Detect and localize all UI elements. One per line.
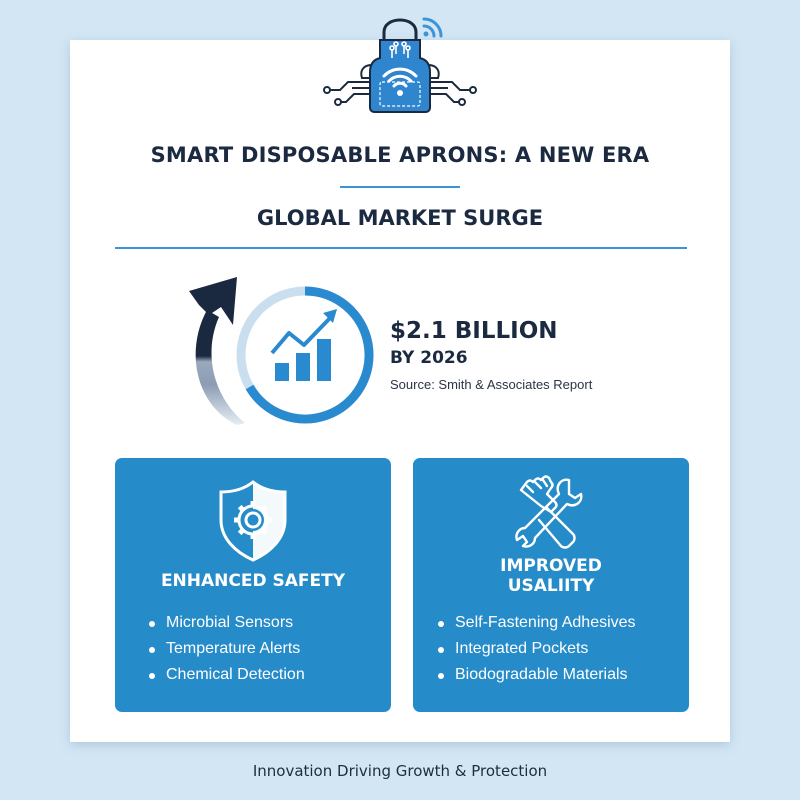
section-divider — [115, 247, 687, 249]
smart-apron-wifi-icon — [323, 17, 477, 113]
title-divider — [340, 186, 460, 188]
arrow-head-icon — [189, 277, 237, 325]
list-item: Chemical Detection — [148, 662, 305, 688]
hand-wrench-icon — [515, 475, 583, 549]
market-value: $2.1 BILLION — [390, 318, 558, 344]
list-item: Microbial Sensors — [148, 610, 305, 636]
page-title: SMART DISPOSABLE APRONS: A NEW ERA — [150, 143, 650, 167]
footer-tagline: Innovation Driving Growth & Protection — [252, 762, 548, 780]
card-improved-usability: IMPROVED USALIITY Self-Fastening Adhesiv… — [413, 458, 689, 712]
shield-gear-icon — [219, 480, 287, 562]
market-source: Source: Smith & Associates Report — [390, 377, 593, 392]
list-item: Biodogradable Materials — [437, 662, 636, 688]
card-title-line-2: USALIITY — [507, 576, 595, 596]
page-subtitle: GLOBAL MARKET SURGE — [256, 206, 544, 230]
list-item: Temperature Alerts — [148, 636, 305, 662]
feature-list: Self-Fastening Adhesives Integrated Pock… — [437, 610, 636, 688]
feature-list: Microbial Sensors Temperature Alerts Che… — [148, 610, 305, 688]
growth-chart-ring-icon — [189, 277, 374, 425]
card-title: IMPROVED USALIITY — [413, 556, 689, 596]
list-item: Self-Fastening Adhesives — [437, 610, 636, 636]
card-enhanced-safety: ENHANCED SAFETY Microbial Sensors Temper… — [115, 458, 391, 712]
card-title-line-1: IMPROVED — [500, 556, 602, 576]
market-year: BY 2026 — [390, 348, 468, 368]
list-item: Integrated Pockets — [437, 636, 636, 662]
card-title: ENHANCED SAFETY — [160, 571, 346, 591]
